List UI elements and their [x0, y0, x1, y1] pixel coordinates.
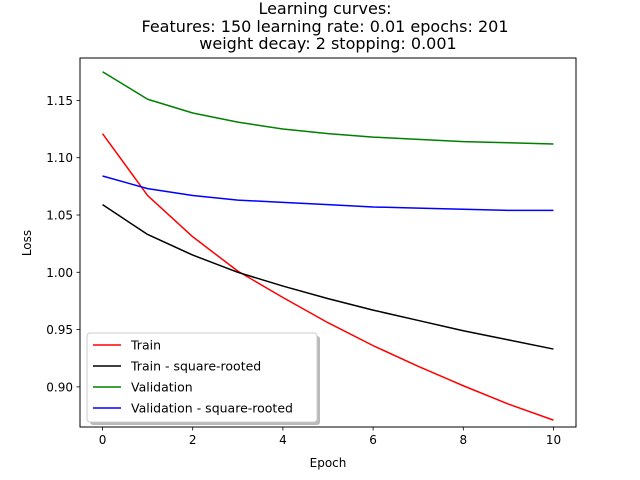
title-line-1: Learning curves:	[258, 0, 391, 18]
title-line-2: Features: 150 learning rate: 0.01 epochs…	[141, 17, 508, 36]
y-tick-label: 0.95	[46, 323, 73, 337]
plot-frame	[79, 57, 577, 428]
y-tick-label: 1.10	[46, 151, 73, 165]
x-tick-label: 8	[459, 433, 467, 447]
legend-label-2: Validation	[131, 380, 193, 395]
legend-entries: Train Train - square-rooted Validation Vali…	[93, 338, 293, 416]
x-tick-label: 6	[369, 433, 377, 447]
y-tick-label: 1.00	[46, 266, 73, 280]
y-axis-ticks: 0.90 0.95 1.00 1.05 1.10 1.15	[46, 94, 80, 394]
legend-label-0: Train	[130, 338, 161, 353]
series-line-2	[102, 71, 554, 145]
plot-lines	[101, 71, 554, 421]
series-line-1	[102, 204, 554, 350]
legend-box	[86, 332, 318, 423]
series-line-3	[102, 175, 554, 212]
legend: Train Train - square-rooted Validation Vali…	[86, 332, 320, 425]
chart-title: Learning curves: Features: 150 learning …	[141, 0, 508, 53]
x-axis-label: Epoch	[310, 456, 347, 470]
y-tick-label: 0.90	[46, 380, 73, 394]
x-tick-label: 4	[279, 433, 287, 447]
y-tick-label: 1.05	[46, 208, 73, 222]
y-axis-label: Loss	[20, 230, 34, 256]
series-line-0	[101, 133, 554, 421]
title-line-3: weight decay: 2 stopping: 0.001	[199, 34, 456, 53]
legend-label-1: Train - square-rooted	[130, 359, 261, 374]
legend-label-3: Validation - square-rooted	[131, 401, 293, 416]
y-tick-label: 1.15	[46, 94, 73, 108]
x-tick-label: 10	[546, 433, 561, 447]
x-axis-ticks: 0 2 4 6 8 10	[99, 427, 561, 447]
x-tick-label: 0	[99, 433, 107, 447]
x-tick-label: 2	[189, 433, 197, 447]
